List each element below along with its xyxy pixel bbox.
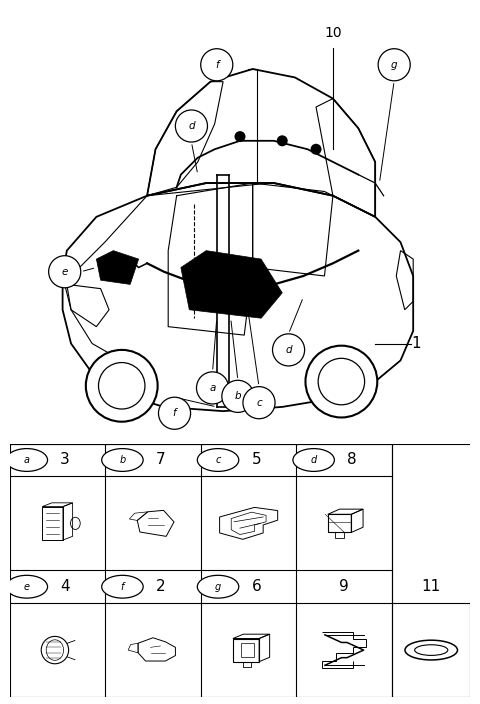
Circle shape — [235, 131, 245, 142]
Text: e: e — [24, 582, 30, 592]
Text: e: e — [61, 267, 68, 277]
Text: d: d — [285, 345, 292, 355]
Text: 11: 11 — [421, 579, 441, 594]
Text: b: b — [120, 455, 126, 465]
Text: 7: 7 — [156, 453, 166, 467]
Circle shape — [305, 346, 377, 417]
Text: c: c — [256, 398, 262, 408]
Circle shape — [201, 49, 233, 81]
Text: d: d — [311, 455, 317, 465]
Circle shape — [102, 575, 143, 598]
Text: a: a — [24, 455, 30, 465]
Circle shape — [378, 49, 410, 81]
Text: f: f — [173, 408, 176, 418]
Circle shape — [86, 350, 157, 422]
Circle shape — [293, 448, 335, 472]
Text: 2: 2 — [156, 579, 166, 594]
Text: c: c — [216, 455, 221, 465]
Circle shape — [196, 372, 228, 404]
Text: b: b — [235, 391, 241, 401]
Circle shape — [277, 135, 288, 146]
Text: 6: 6 — [252, 579, 261, 594]
Text: g: g — [391, 60, 397, 70]
Circle shape — [48, 256, 81, 288]
Circle shape — [158, 397, 191, 429]
Text: 3: 3 — [60, 453, 70, 467]
Text: 10: 10 — [324, 26, 342, 40]
Circle shape — [6, 575, 48, 598]
Text: 4: 4 — [60, 579, 70, 594]
Polygon shape — [96, 251, 139, 284]
Circle shape — [273, 334, 305, 366]
Circle shape — [311, 144, 322, 155]
Text: d: d — [188, 121, 195, 131]
Text: 5: 5 — [252, 453, 261, 467]
Circle shape — [197, 575, 239, 598]
Circle shape — [6, 448, 48, 472]
Circle shape — [222, 380, 254, 413]
Circle shape — [175, 110, 207, 142]
Text: a: a — [209, 383, 216, 393]
Circle shape — [102, 448, 143, 472]
Text: 1: 1 — [411, 336, 420, 351]
Text: g: g — [215, 582, 221, 592]
Text: 8: 8 — [347, 453, 357, 467]
Circle shape — [197, 448, 239, 472]
Circle shape — [243, 386, 275, 419]
Text: f: f — [121, 582, 124, 592]
Text: f: f — [215, 60, 218, 70]
Text: 9: 9 — [339, 579, 349, 594]
Polygon shape — [181, 251, 282, 318]
